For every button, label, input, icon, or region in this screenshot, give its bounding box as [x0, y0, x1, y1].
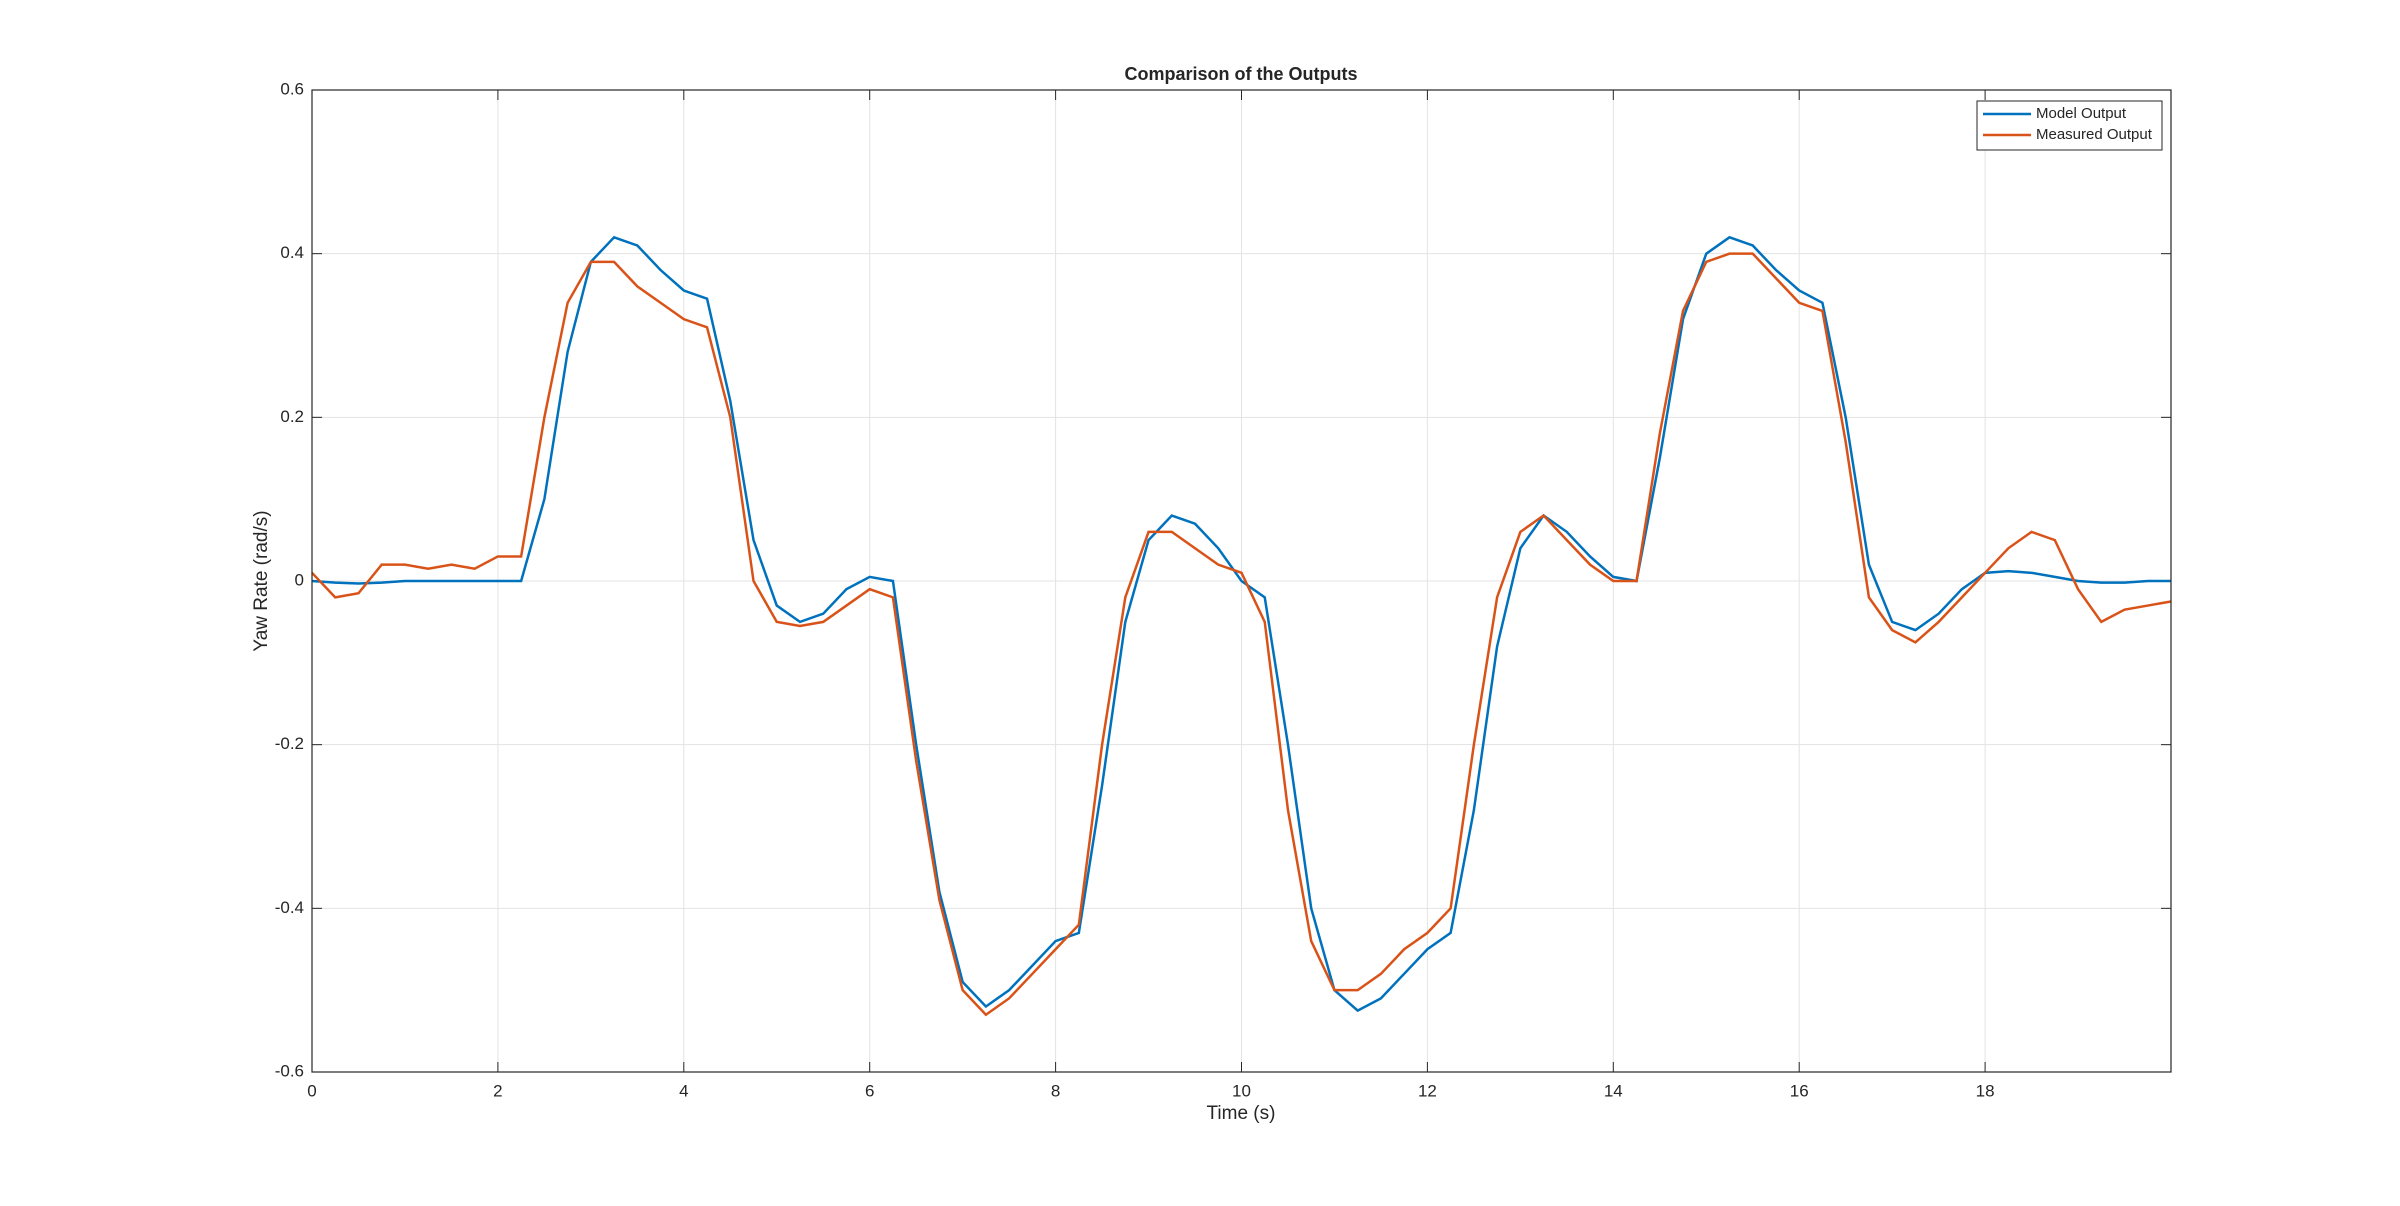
x-tick-label: 12: [1418, 1081, 1437, 1100]
y-tick-label: 0: [295, 570, 304, 589]
series-line: [311, 252, 2172, 1017]
series-line: [311, 235, 2171, 1013]
x-tick-label: 10: [1232, 1081, 1251, 1100]
legend-label: Model Output: [2036, 105, 2127, 122]
x-tick-label: 18: [1976, 1081, 1995, 1100]
axes-box: [311, 89, 2172, 1073]
y-tick-label: -0.6: [275, 1061, 304, 1080]
y-tick-label: 0.6: [280, 79, 304, 98]
y-tick-label: -0.4: [275, 898, 304, 917]
x-axis-label: Time (s): [1207, 1103, 1276, 1124]
y-tick-label: -0.2: [275, 734, 304, 753]
chart-title: Comparison of the Outputs: [1125, 64, 1358, 84]
x-tick-label: 0: [307, 1081, 316, 1100]
y-tick-label: 0.4: [280, 243, 304, 262]
y-tick-label: 0.2: [280, 407, 304, 426]
x-tick-label: 2: [493, 1081, 502, 1100]
legend-box: [1976, 100, 2163, 151]
x-tick-label: 14: [1604, 1081, 1623, 1100]
y-axis-label: Yaw Rate (rad/s): [251, 510, 272, 651]
x-tick-label: 16: [1790, 1081, 1809, 1100]
x-tick-label: 4: [679, 1081, 688, 1100]
legend-label: Measured Output: [2036, 126, 2153, 143]
x-tick-label: 8: [1051, 1081, 1060, 1100]
x-tick-label: 6: [865, 1081, 874, 1100]
